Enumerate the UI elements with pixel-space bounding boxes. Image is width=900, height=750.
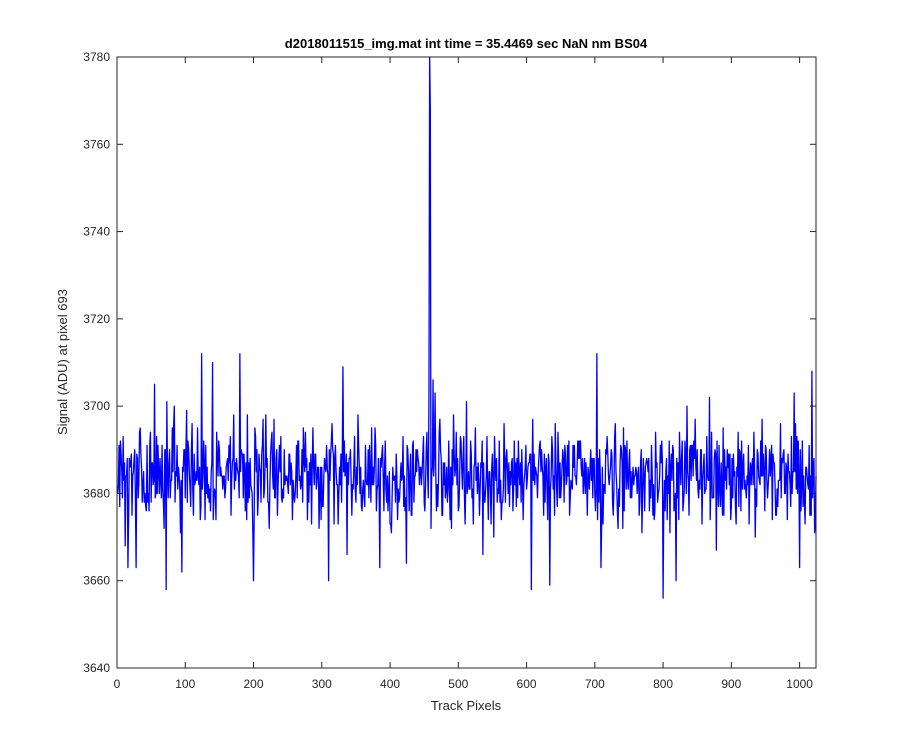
data-series [117, 56, 817, 599]
plot-frame [116, 56, 817, 669]
x-tick-label: 100 [175, 677, 195, 691]
x-tick-label: 700 [585, 677, 605, 691]
x-tick-label: 900 [721, 677, 741, 691]
y-tick-label: 3740 [83, 225, 110, 239]
y-tick-label: 3720 [83, 312, 110, 326]
x-tick-label: 400 [380, 677, 400, 691]
x-tick-label: 0 [114, 677, 121, 691]
y-axis-label: Signal (ADU) at pixel 693 [55, 289, 70, 435]
y-tick-label: 3680 [83, 486, 110, 500]
y-tick-label: 3760 [83, 137, 110, 151]
x-tick-label: 500 [448, 677, 468, 691]
x-tick-label: 600 [517, 677, 537, 691]
y-tick-label: 3660 [83, 574, 110, 588]
y-tick-label: 3780 [83, 50, 110, 64]
chart-title: d2018011515_img.mat int time = 35.4469 s… [285, 36, 648, 51]
x-tick-label: 1000 [786, 677, 813, 691]
plot-area [117, 57, 816, 668]
y-tick-label: 3640 [83, 661, 110, 675]
x-tick-label: 800 [653, 677, 673, 691]
x-tick-label: 200 [244, 677, 264, 691]
x-tick-label: 300 [312, 677, 332, 691]
x-axis-label: Track Pixels [431, 698, 502, 713]
y-tick-label: 3700 [83, 399, 110, 413]
signal-series-line [117, 56, 817, 599]
axis-ticks: 0 100 200 300 400 500 600 700 800 900 1000 3640 3660… [83, 50, 816, 691]
